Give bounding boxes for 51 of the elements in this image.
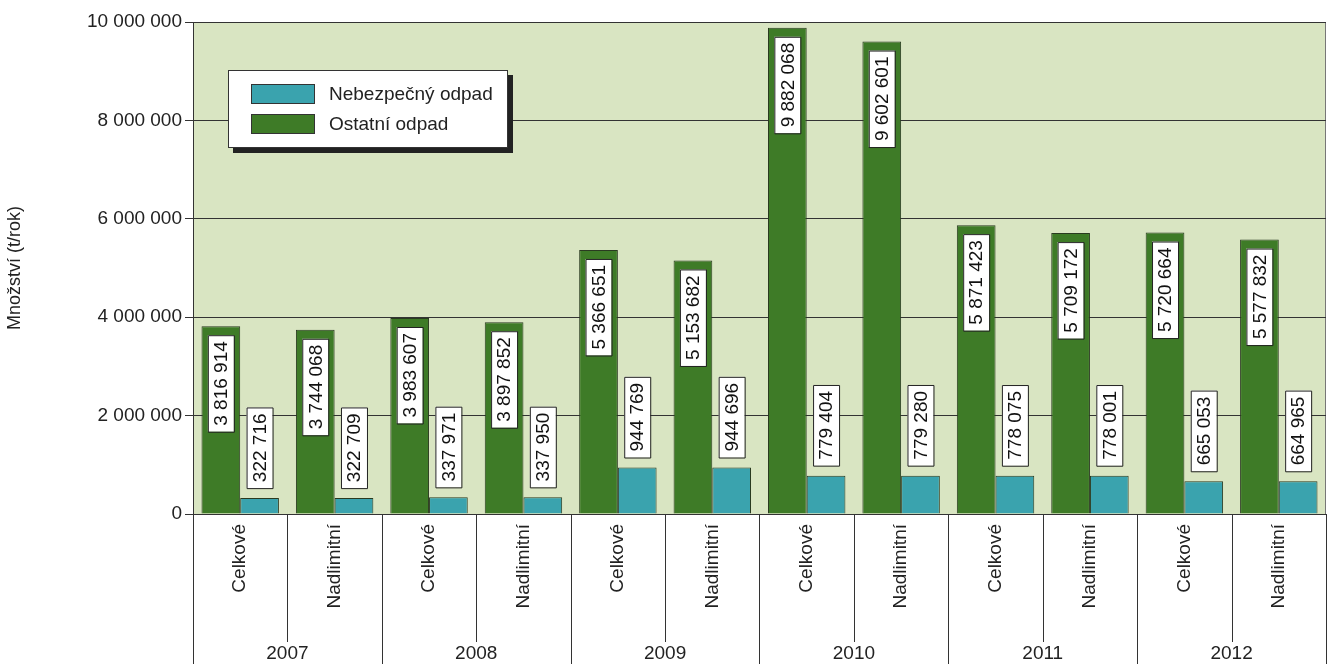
data-label: 337 971 (437, 412, 459, 482)
data-label: 5 709 172 (1059, 248, 1081, 333)
data-label: 944 769 (626, 382, 648, 452)
x-tick-label: Celkové (794, 524, 816, 593)
data-label: 322 709 (343, 413, 365, 483)
data-label: 3 744 068 (304, 344, 326, 430)
data-label: 3 897 852 (493, 337, 515, 422)
x-tick-label: Celkové (606, 524, 628, 593)
data-label: 944 696 (720, 382, 742, 452)
x-tick-label: Nadlimitní (1078, 523, 1100, 609)
legend-label: Nebezpečný odpad (329, 83, 493, 105)
text: 2011 (1022, 642, 1064, 664)
y-tick-label: 2 000 000 (97, 403, 182, 425)
y-axis-title: Množství (t/rok) (3, 205, 24, 331)
data-label: 9 602 601 (871, 56, 892, 142)
data-label: 322 716 (248, 413, 270, 483)
data-label: 9 882 068 (776, 42, 798, 128)
y-tick-label: 10 000 000 (86, 10, 182, 32)
x-tick-label: Celkové (228, 524, 250, 593)
x-tick-label: Celkové (983, 524, 1005, 593)
x-tick-label: Nadlimitní (889, 523, 911, 609)
data-label: 778 001 (1098, 391, 1120, 460)
text: 2008 (455, 642, 498, 664)
x-tick-label: Nadlimitní (322, 523, 344, 609)
text: 2012 (1210, 642, 1253, 664)
text: 2007 (266, 642, 309, 664)
text: 2009 (643, 642, 687, 664)
x-tick-label: Nadlimitní (1267, 523, 1289, 609)
data-label: 5 720 664 (1154, 247, 1176, 333)
data-label: 5 153 682 (682, 275, 704, 360)
data-label: 664 965 (1287, 396, 1309, 466)
x-tick-label: Celkové (417, 524, 439, 593)
data-label: 779 280 (909, 390, 931, 460)
text: 2010 (832, 642, 876, 664)
data-label: 337 950 (532, 412, 554, 482)
x-tick-label: Celkové (1172, 524, 1194, 593)
y-tick-label: 0 (171, 502, 182, 524)
x-tick-label: Nadlimitní (511, 523, 533, 609)
y-tick-label: 8 000 000 (97, 108, 182, 130)
y-tick-label: 4 000 000 (97, 305, 182, 327)
data-label: 5 366 651 (587, 264, 609, 350)
x-tick-label: Nadlimitní (700, 523, 722, 609)
data-label: 5 577 832 (1248, 254, 1270, 340)
data-label: 665 053 (1192, 396, 1214, 466)
data-label: 5 871 423 (965, 240, 987, 325)
legend-label: Ostatní odpad (329, 113, 449, 135)
data-label: 779 404 (815, 390, 837, 460)
data-label: 3 983 607 (398, 333, 420, 418)
y-tick-label: 6 000 000 (97, 207, 182, 229)
data-label: 3 816 914 (210, 340, 232, 426)
data-label: 778 075 (1004, 391, 1026, 460)
